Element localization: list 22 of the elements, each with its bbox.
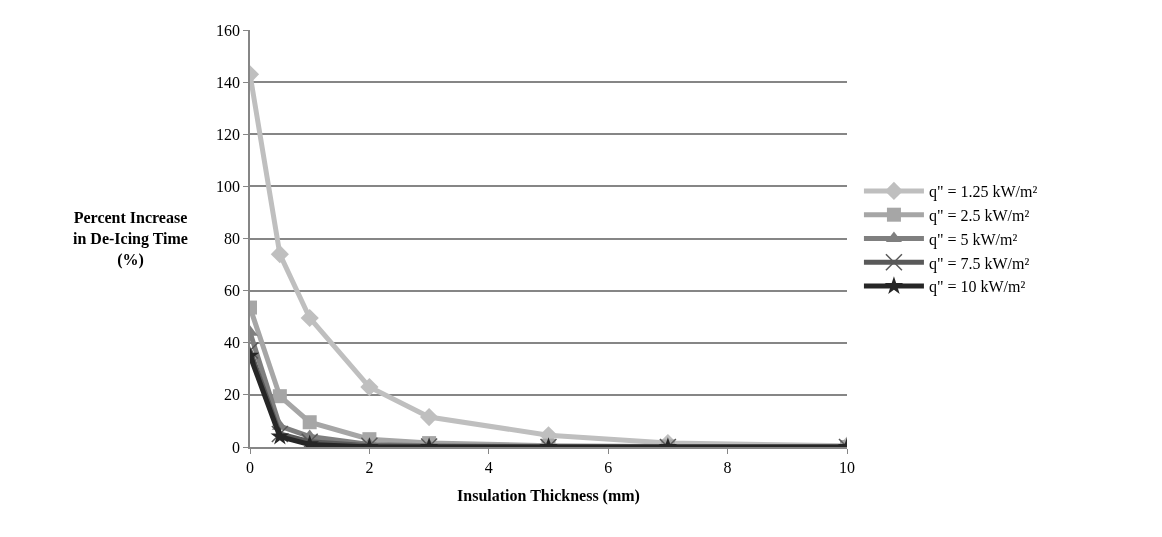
y-tick-label: 60 [224,282,241,300]
y-tick-label: 120 [216,125,241,143]
y-tick-label: 20 [224,386,241,404]
x-tick-label: 2 [365,458,374,476]
x-tick-label: 10 [839,458,855,476]
x-tick-label: 0 [246,458,254,476]
y-tick-label: 100 [216,177,241,195]
y-tick-label: 80 [224,230,241,248]
y-tick-label: 160 [216,21,241,39]
legend-label: q" = 1.25 kW/m² [928,183,1038,202]
legend-label: q" = 5 kW/m² [928,230,1018,249]
legend-label: q" = 2.5 kW/m² [928,206,1030,225]
y-tick-label: 0 [232,438,241,456]
y-axis-title: Percent Increase in De-Icing Time (%) [73,209,188,269]
x-axis-title: Insulation Thickness (mm) [457,487,640,506]
legend-label: q" = 7.5 kW/m² [928,254,1030,273]
x-tick-label: 8 [723,458,732,476]
legend-label: q" = 10 kW/m² [928,278,1026,297]
y-tick-label: 40 [224,334,241,352]
x-tick-label: 4 [484,458,493,476]
y-tick-label: 140 [216,73,241,91]
x-tick-label: 6 [604,458,613,476]
